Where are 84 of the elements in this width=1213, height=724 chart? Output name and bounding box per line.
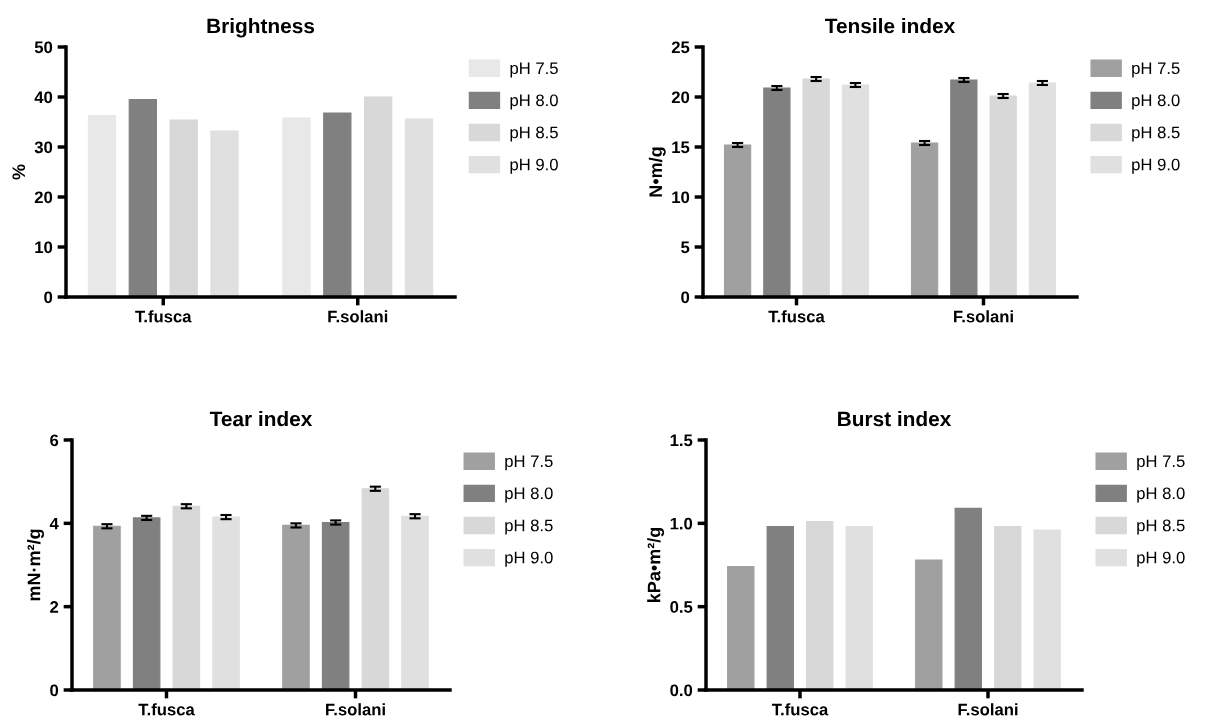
y-axis-title: kPa•m²/g: [647, 527, 665, 603]
y-tick-label: 6: [50, 434, 59, 447]
y-tick-label: 4: [49, 517, 59, 530]
legend-label: pH 8.5: [1137, 519, 1185, 535]
legend-label: pH 7.5: [1132, 62, 1180, 78]
bar: [169, 119, 198, 297]
bar: [845, 526, 873, 690]
bar: [1028, 82, 1057, 297]
x-tick-label: T.fusca: [135, 310, 192, 323]
x-tick-label: F.solani: [954, 310, 1013, 323]
bar: [989, 95, 1017, 297]
bar: [364, 96, 393, 297]
bar: [915, 559, 943, 690]
bar: [361, 488, 390, 690]
bar: [994, 526, 1022, 690]
legend-label: pH 9.0: [1132, 158, 1180, 174]
legend-label: pH 8.0: [1132, 94, 1180, 110]
legend-label: pH 7.5: [1137, 455, 1185, 471]
bar: [763, 87, 791, 297]
y-axis-title: mN·m²/g: [27, 529, 44, 601]
legend-label: pH 7.5: [510, 62, 558, 78]
x-tick-label: F.solani: [958, 703, 1018, 716]
bar: [132, 517, 161, 690]
y-tick-label: 25: [671, 41, 690, 54]
y-tick-label: 2: [50, 601, 59, 613]
bar: [282, 524, 310, 690]
y-tick-label: 1.0: [670, 517, 693, 530]
bar: [323, 112, 352, 297]
y-tick-label: 40: [34, 91, 53, 104]
legend-label: pH 8.5: [510, 126, 558, 142]
y-tick-label: 1.5: [670, 434, 693, 447]
legend-label: pH 8.0: [505, 487, 553, 503]
bar: [210, 130, 239, 297]
legend-label: pH 9.0: [505, 551, 553, 567]
x-tick-label: F.solani: [326, 703, 385, 716]
bar: [404, 118, 434, 297]
bar: [128, 98, 157, 297]
y-axis-title: N•m/g: [648, 147, 666, 197]
bar: [910, 142, 939, 297]
legend-label: pH 8.0: [510, 94, 558, 110]
y-tick-label: 10: [35, 241, 53, 254]
y-tick-label: 20: [671, 91, 690, 104]
bar: [766, 526, 794, 690]
y-tick-label: 0: [50, 684, 59, 697]
bar: [841, 84, 870, 297]
y-axis-title: %: [12, 164, 26, 180]
chart-title: Tensile index: [825, 18, 956, 34]
bar: [727, 566, 755, 690]
y-tick-label: 20: [34, 191, 53, 204]
bar: [212, 516, 240, 690]
y-tick-label: 0: [681, 291, 690, 304]
bar: [401, 515, 429, 690]
x-tick-label: F.solani: [328, 310, 388, 323]
y-tick-label: 50: [34, 41, 53, 54]
chart-title: Brightness: [207, 18, 315, 38]
bar: [723, 144, 752, 297]
legend-label: pH 8.5: [1132, 126, 1180, 142]
legend-label: pH 9.0: [510, 158, 558, 174]
x-tick-label: T.fusca: [768, 310, 825, 323]
bar: [806, 521, 834, 690]
legend-label: pH 8.0: [1137, 487, 1185, 503]
x-tick-label: T.fusca: [771, 703, 829, 716]
y-tick-label: 15: [672, 141, 690, 154]
y-tick-label: 0: [44, 291, 53, 304]
legend-label: pH 9.0: [1137, 551, 1185, 567]
bar: [954, 507, 982, 690]
bar: [950, 79, 978, 297]
bar: [93, 525, 121, 690]
bar: [282, 117, 311, 297]
bar: [172, 505, 201, 690]
x-tick-label: T.fusca: [138, 703, 195, 716]
bar: [87, 114, 117, 297]
chart-title: Burst index: [838, 411, 952, 427]
chart-title: Tear index: [209, 411, 313, 427]
y-tick-label: 30: [34, 141, 53, 154]
bar: [802, 78, 830, 297]
bar: [1033, 529, 1061, 690]
y-tick-label: 0.5: [670, 601, 693, 613]
y-tick-label: 5: [681, 241, 690, 254]
legend-label: pH 7.5: [505, 455, 553, 471]
y-tick-label: 10: [672, 191, 690, 204]
legend-label: pH 8.5: [505, 519, 553, 535]
y-tick-label: 0.0: [670, 684, 693, 697]
bar: [321, 521, 350, 690]
